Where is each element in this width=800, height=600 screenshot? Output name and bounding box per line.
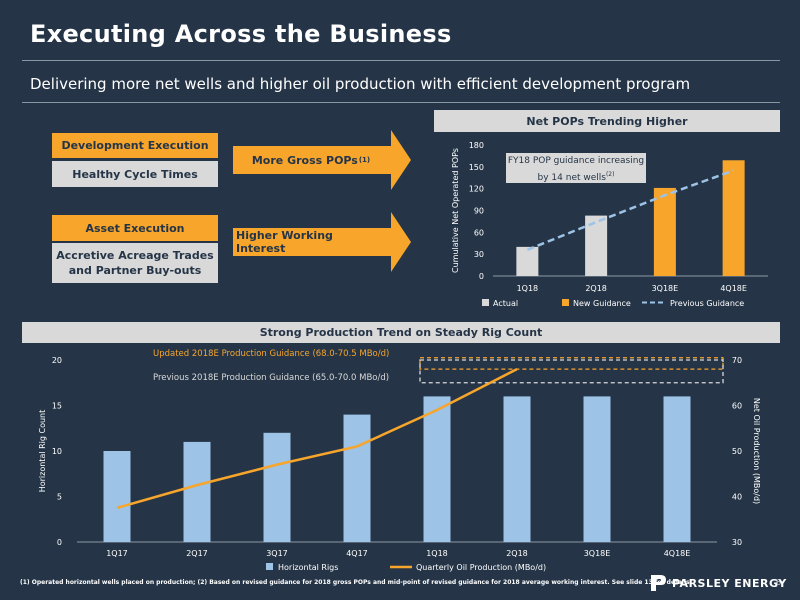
gross-pops-arrow [233,130,411,190]
working-interest-arrow-label: Higher Working Interest [236,229,333,255]
logo-text: PARSLEY ENERGY [672,576,787,590]
x-tick-label: 3Q17 [266,549,288,558]
y2-tick-label: 40 [732,493,742,502]
bar-new-guidance [653,187,676,276]
gross-pops-arrow-label: More Gross POPs (1) [251,153,371,167]
bar-horizontal-rigs [663,396,691,542]
previous-guidance-label: Previous 2018E Production Guidance (65.0… [153,373,389,383]
x-tick-label: 2Q18 [506,549,528,558]
bar-horizontal-rigs [263,432,291,542]
x-tick-label: 1Q17 [106,549,128,558]
page-number: 6 [776,578,782,587]
x-tick-label: 4Q18E [720,284,747,293]
y2-axis-title: Net Oil Production (MBo/d) [752,398,761,504]
legend-label: Horizontal Rigs [278,563,338,572]
bar-actual [516,246,539,276]
y-tick-label: 180 [469,141,484,150]
x-tick-label: 4Q18E [664,549,691,558]
x-tick-label: 4Q17 [346,549,368,558]
bar-horizontal-rigs [183,441,211,542]
legend-label: Actual [493,299,518,308]
x-tick-label: 1Q18 [517,284,539,293]
y-tick-label: 0 [57,538,62,547]
bar-new-guidance [722,160,745,276]
bar-actual [585,215,608,276]
y-axis-title: Cumulative Net Operated POPs [451,148,460,273]
x-tick-label: 2Q17 [186,549,208,558]
y-tick-label: 150 [469,163,484,172]
bar-horizontal-rigs [503,396,531,542]
updated-guidance-box [419,357,724,370]
subtitle-divider [22,102,780,103]
net-pops-banner: Net POPs Trending Higher [434,110,780,132]
accretive-line-1: Accretive Acreage Trades [56,249,214,262]
bar-horizontal-rigs [103,451,131,542]
title-divider [22,60,780,61]
parsley-logo-icon [651,575,666,591]
production-banner: Strong Production Trend on Steady Rig Co… [22,322,780,343]
legend-swatch [482,299,489,306]
healthy-cycle-times-box: Healthy Cycle Times [52,161,218,187]
x-tick-label: 2Q18 [585,284,607,293]
accretive-acreage-box: Accretive Acreage Trades and Partner Buy… [52,243,218,283]
y2-tick-label: 30 [732,538,742,547]
page-title: Executing Across the Business [30,20,452,48]
y-tick-label: 0 [479,272,484,281]
y-tick-label: 15 [52,402,62,411]
legend-label: New Guidance [573,299,631,308]
previous-guidance-line [526,169,735,251]
y-tick-label: 90 [474,207,484,216]
development-execution-box: Development Execution [52,133,218,158]
oil-production-line [116,367,518,510]
x-tick-label: 1Q18 [426,549,448,558]
y-tick-label: 20 [52,356,62,365]
y-tick-label: 120 [469,185,484,194]
pop-guidance-callout: FY18 POP guidance increasing by 14 net w… [505,152,647,184]
x-tick-label: 3Q18E [652,284,679,293]
legend-swatch [266,563,273,570]
net-pops-chart: 0 30 60 90 120 150 180 Cumulative Net Operated … [451,141,768,308]
legend-label: Quarterly Oil Production (MBo/d) [416,563,546,572]
company-logo: PARSLEY ENERGY [648,573,787,593]
y-tick-label: 10 [52,447,62,456]
y-axis-title: Horizontal Rig Count [38,410,47,493]
y-tick-label: 5 [57,493,62,502]
legend-label: Previous Guidance [670,299,744,308]
page-subtitle: Delivering more net wells and higher oil… [30,75,691,93]
y2-tick-label: 70 [732,356,742,365]
previous-guidance-box [419,359,724,384]
footnote: (1) Operated horizontal wells placed on … [20,579,692,586]
bar-horizontal-rigs [583,396,611,542]
bar-horizontal-rigs [423,396,451,542]
bar-horizontal-rigs [343,414,371,542]
accretive-line-2: and Partner Buy-outs [68,264,202,277]
x-tick-label: 3Q18E [584,549,611,558]
y2-tick-label: 60 [732,402,742,411]
y2-tick-label: 50 [732,447,742,456]
asset-execution-box: Asset Execution [52,215,218,241]
production-chart: 0 5 10 15 20 30 40 50 60 70 Horizontal Rig Count Ne… [38,349,761,572]
working-interest-arrow [233,212,411,272]
y-tick-label: 30 [474,250,484,259]
y-tick-label: 60 [474,228,484,237]
legend-swatch [562,299,569,306]
updated-guidance-label: Updated 2018E Production Guidance (68.0-… [153,349,389,359]
